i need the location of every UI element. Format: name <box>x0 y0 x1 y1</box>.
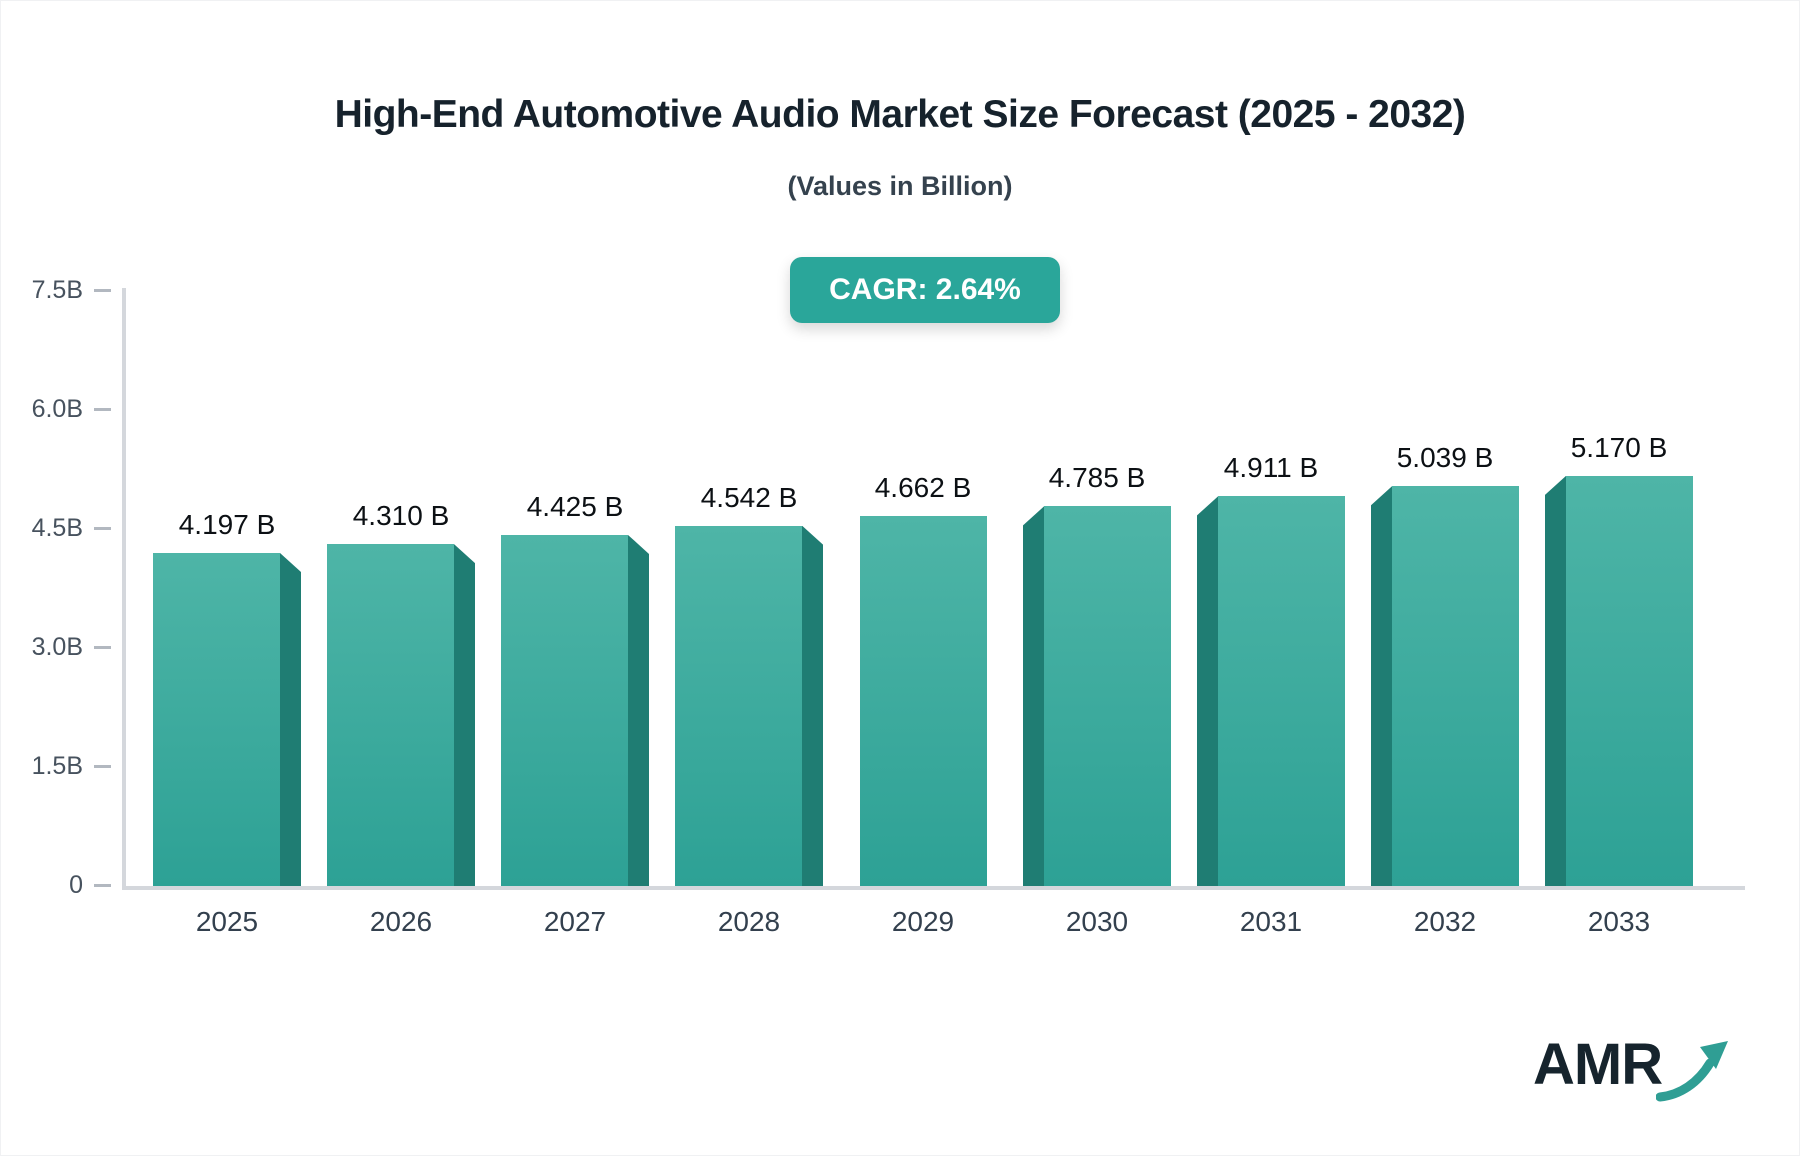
x-axis-label-2032: 2032 <box>1413 906 1477 937</box>
y-axis-tick-label: 7.5B <box>31 276 83 304</box>
x-axis-label-2033: 2033 <box>1587 906 1651 937</box>
y-axis-tick-mark <box>94 884 111 887</box>
growth-arrow-icon <box>1656 1041 1729 1102</box>
x-axis-label-2026: 2026 <box>369 906 433 937</box>
y-axis-tick-label: 4.5B <box>31 514 83 542</box>
bar-2025 <box>153 553 280 886</box>
bar-value-label-2025: 4.197 B <box>178 509 276 541</box>
bar-side-face-2027 <box>628 534 649 886</box>
x-axis-label-2027: 2027 <box>543 906 607 937</box>
bar-2029 <box>859 516 987 886</box>
y-axis-tick-label: 6.0B <box>31 395 83 423</box>
chart-title: High-End Automotive Audio Market Size Fo… <box>334 93 1466 136</box>
x-axis-label-2028: 2028 <box>717 906 781 937</box>
bar-value-label-2030: 4.785 B <box>1048 462 1146 494</box>
amr-logo-text: AMR <box>1533 1032 1663 1097</box>
y-axis-tick-mark <box>94 289 111 292</box>
bar-side-face-2031 <box>1197 496 1218 886</box>
y-axis-tick-mark <box>94 408 111 411</box>
y-axis-tick-mark <box>94 527 111 530</box>
x-axis-label-2029: 2029 <box>891 906 955 937</box>
bar-value-label-2029: 4.662 B <box>874 472 972 504</box>
y-axis-tick-mark <box>94 646 111 649</box>
bar-side-face-2028 <box>802 525 823 886</box>
x-axis-label-2025: 2025 <box>195 906 259 937</box>
bar-side-face-2033 <box>1545 475 1566 886</box>
bar-value-label-2031: 4.911 B <box>1223 452 1319 484</box>
y-axis-line <box>122 288 126 886</box>
y-axis-tick-label: 1.5B <box>31 752 83 780</box>
bar-2030 <box>1044 506 1171 886</box>
bar-value-label-2026: 4.310 B <box>352 500 450 532</box>
bar-2033 <box>1566 475 1693 886</box>
x-axis-label-2031: 2031 <box>1239 906 1303 937</box>
bar-value-label-2033: 5.170 B <box>1570 431 1668 463</box>
chart-subtitle: (Values in Billion) <box>787 171 1013 201</box>
bar-2032 <box>1392 486 1519 886</box>
bar-2031 <box>1218 496 1345 886</box>
bar-side-face-2026 <box>454 544 475 886</box>
y-axis-tick-mark <box>94 765 111 768</box>
bar-value-label-2027: 4.425 B <box>526 490 624 522</box>
cagr-badge: CAGR: 2.64% <box>790 257 1060 323</box>
bar-side-face-2025 <box>280 553 301 886</box>
bar-side-face-2030 <box>1023 506 1044 886</box>
y-axis-tick-label: 0 <box>69 871 83 899</box>
bar-value-label-2028: 4.542 B <box>700 481 798 513</box>
bar-side-face-2032 <box>1371 486 1392 886</box>
x-axis-label-2030: 2030 <box>1065 906 1129 937</box>
bar-2026 <box>327 544 454 886</box>
amr-logo: AMR <box>1533 1033 1730 1103</box>
x-axis-baseline <box>122 886 1745 890</box>
y-axis-tick-label: 3.0B <box>31 633 83 661</box>
bar-value-label-2032: 5.039 B <box>1396 442 1494 474</box>
bar-2028 <box>675 525 802 886</box>
bar-2027 <box>501 534 628 886</box>
